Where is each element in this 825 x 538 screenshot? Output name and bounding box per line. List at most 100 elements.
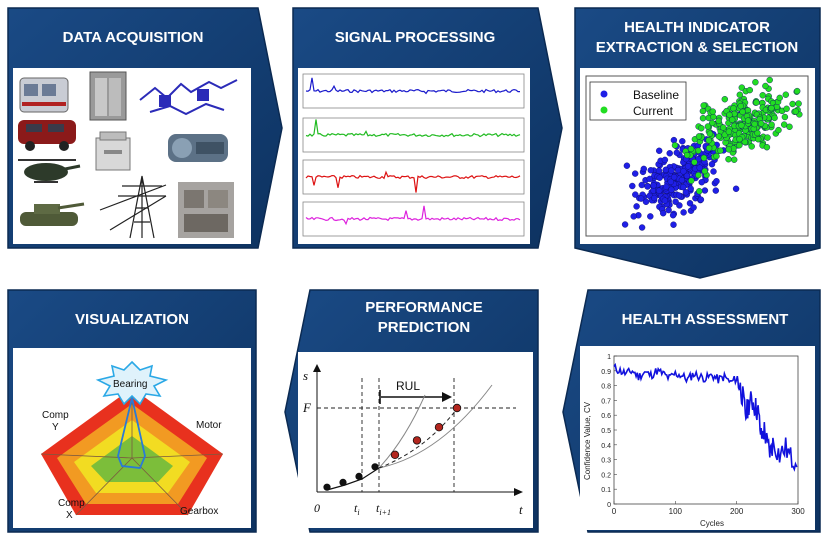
engine-icon xyxy=(168,134,228,162)
scatter-point-baseline xyxy=(632,191,639,198)
scatter-point-baseline xyxy=(663,183,670,191)
title-data-acquisition: DATA ACQUISITION xyxy=(62,29,204,46)
helicopter-icon xyxy=(18,159,81,183)
comp-y-line2: Y xyxy=(52,422,59,433)
van-icon xyxy=(18,120,76,151)
scatter-point-current xyxy=(729,116,736,124)
scatter-point-current xyxy=(792,108,799,115)
scatter-point-baseline xyxy=(670,136,678,144)
scatter-point-baseline xyxy=(680,168,687,175)
predicted-point xyxy=(434,423,444,432)
pred-y-arrow xyxy=(313,364,321,372)
scatter-point-baseline xyxy=(690,204,697,211)
scatter-point-baseline xyxy=(661,197,669,204)
scatter-point-current xyxy=(699,114,707,122)
legend-baseline-label: Baseline xyxy=(633,88,679,102)
radar-label-motor: Motor xyxy=(196,420,222,431)
radar-label-bearing: Bearing xyxy=(113,379,147,390)
cv-y-tick-label: 0.3 xyxy=(601,458,611,465)
ti-label-sub: i xyxy=(357,508,359,517)
cv-y-tick-label: 0 xyxy=(607,502,611,509)
ti1-label-sub: i+1 xyxy=(379,508,391,517)
scatter-point-current xyxy=(766,76,773,84)
scatter-point-current xyxy=(696,187,703,195)
scatter-point-current xyxy=(763,143,771,151)
scatter-point-baseline xyxy=(675,192,683,199)
scatter-points xyxy=(621,76,803,231)
cv-y-tick-label: 0.4 xyxy=(601,443,611,450)
title-signal-processing: SIGNAL PROCESSING xyxy=(334,29,496,46)
scatter-point-current xyxy=(746,86,753,94)
scatter-point-current xyxy=(704,123,712,130)
scatter-frame xyxy=(585,75,809,237)
tank-icon xyxy=(20,202,85,226)
signal-line-3 xyxy=(305,170,521,193)
scatter-point-baseline xyxy=(633,203,640,210)
title-health-indicator: HEALTH INDICATOR EXTRACTION & SELECTION xyxy=(577,18,817,58)
scatter-point-baseline xyxy=(651,194,658,202)
comp-y-line: Comp xyxy=(42,410,69,421)
cv-x-axis-label: Cycles xyxy=(700,519,724,528)
scatter-point-current xyxy=(721,95,728,103)
scatter-point-baseline xyxy=(687,185,694,192)
scatter-point-current xyxy=(754,129,761,137)
scatter-point-baseline xyxy=(656,187,663,194)
scatter-point-current xyxy=(700,154,708,162)
pred-y-label: s xyxy=(303,368,308,383)
scatter-point-baseline xyxy=(684,163,692,170)
signal-traces xyxy=(302,73,525,237)
rul-label: RUL xyxy=(396,379,420,393)
scatter-point-current xyxy=(781,113,789,121)
scatter-point-baseline xyxy=(674,166,682,174)
title-visualization: VISUALIZATION xyxy=(75,311,189,328)
scatter-point-baseline xyxy=(696,164,703,171)
cv-chart: 0 0.1 0.2 0.3 0.4 0.5 0.6 0.7 0.8 0.9 1 0 100 200 300… xyxy=(583,354,805,528)
scatter-point-current xyxy=(683,151,691,159)
scatter-point-baseline xyxy=(670,173,678,181)
scatter-point-current xyxy=(759,92,766,99)
scatter-point-current xyxy=(688,177,695,184)
scatter-point-current xyxy=(775,126,782,134)
scatter-point-baseline xyxy=(665,206,672,214)
scatter-point-current xyxy=(706,130,714,137)
ti-label-main: t xyxy=(354,501,358,515)
ti1-label: ti+1 xyxy=(376,501,391,517)
cv-y-tick-label: 0.9 xyxy=(601,369,611,376)
lower-bound-curve xyxy=(378,384,493,469)
scatter-point-current xyxy=(705,137,712,144)
predicted-point xyxy=(412,436,422,445)
radar-label-comp-x: Comp X xyxy=(58,498,85,521)
scatter-point-current xyxy=(768,121,775,128)
scatter-point-baseline xyxy=(647,167,654,174)
cv-x-tick-label: 100 xyxy=(669,507,683,516)
scatter-point-current xyxy=(687,145,695,153)
scatter-point-current xyxy=(713,152,720,160)
scatter-point-baseline xyxy=(667,178,674,186)
scatter-point-baseline xyxy=(638,224,646,231)
scatter-point-baseline xyxy=(647,213,654,220)
tower-icon xyxy=(99,175,167,239)
scatter-point-current xyxy=(764,134,771,141)
origin-label: 0 xyxy=(314,501,320,515)
scatter-point-baseline xyxy=(655,167,663,174)
scatter-point-current xyxy=(715,117,722,125)
scatter-point-current xyxy=(709,119,716,127)
cv-y-tick-label: 0.7 xyxy=(601,398,611,405)
ti1-label-main: t xyxy=(376,501,380,515)
signal-line-1 xyxy=(305,77,520,95)
scatter-point-baseline xyxy=(644,183,651,190)
scatter-point-current xyxy=(705,144,713,152)
scatter-point-baseline xyxy=(630,213,637,220)
scatter-point-current xyxy=(752,78,759,86)
cv-y-tick-label: 0.6 xyxy=(601,413,611,420)
scatter-point-current xyxy=(768,104,775,112)
scatter-point-baseline xyxy=(661,156,669,164)
cv-y-tick-label: 0.8 xyxy=(601,384,611,391)
scatter-point-current xyxy=(753,99,760,106)
threshold-label: F xyxy=(302,400,312,415)
scatter-point-baseline xyxy=(710,168,717,175)
ti-label: ti xyxy=(354,501,360,517)
scatter-point-current xyxy=(789,100,796,108)
pred-x-arrow xyxy=(514,488,523,496)
scatter-point-current xyxy=(757,120,765,127)
